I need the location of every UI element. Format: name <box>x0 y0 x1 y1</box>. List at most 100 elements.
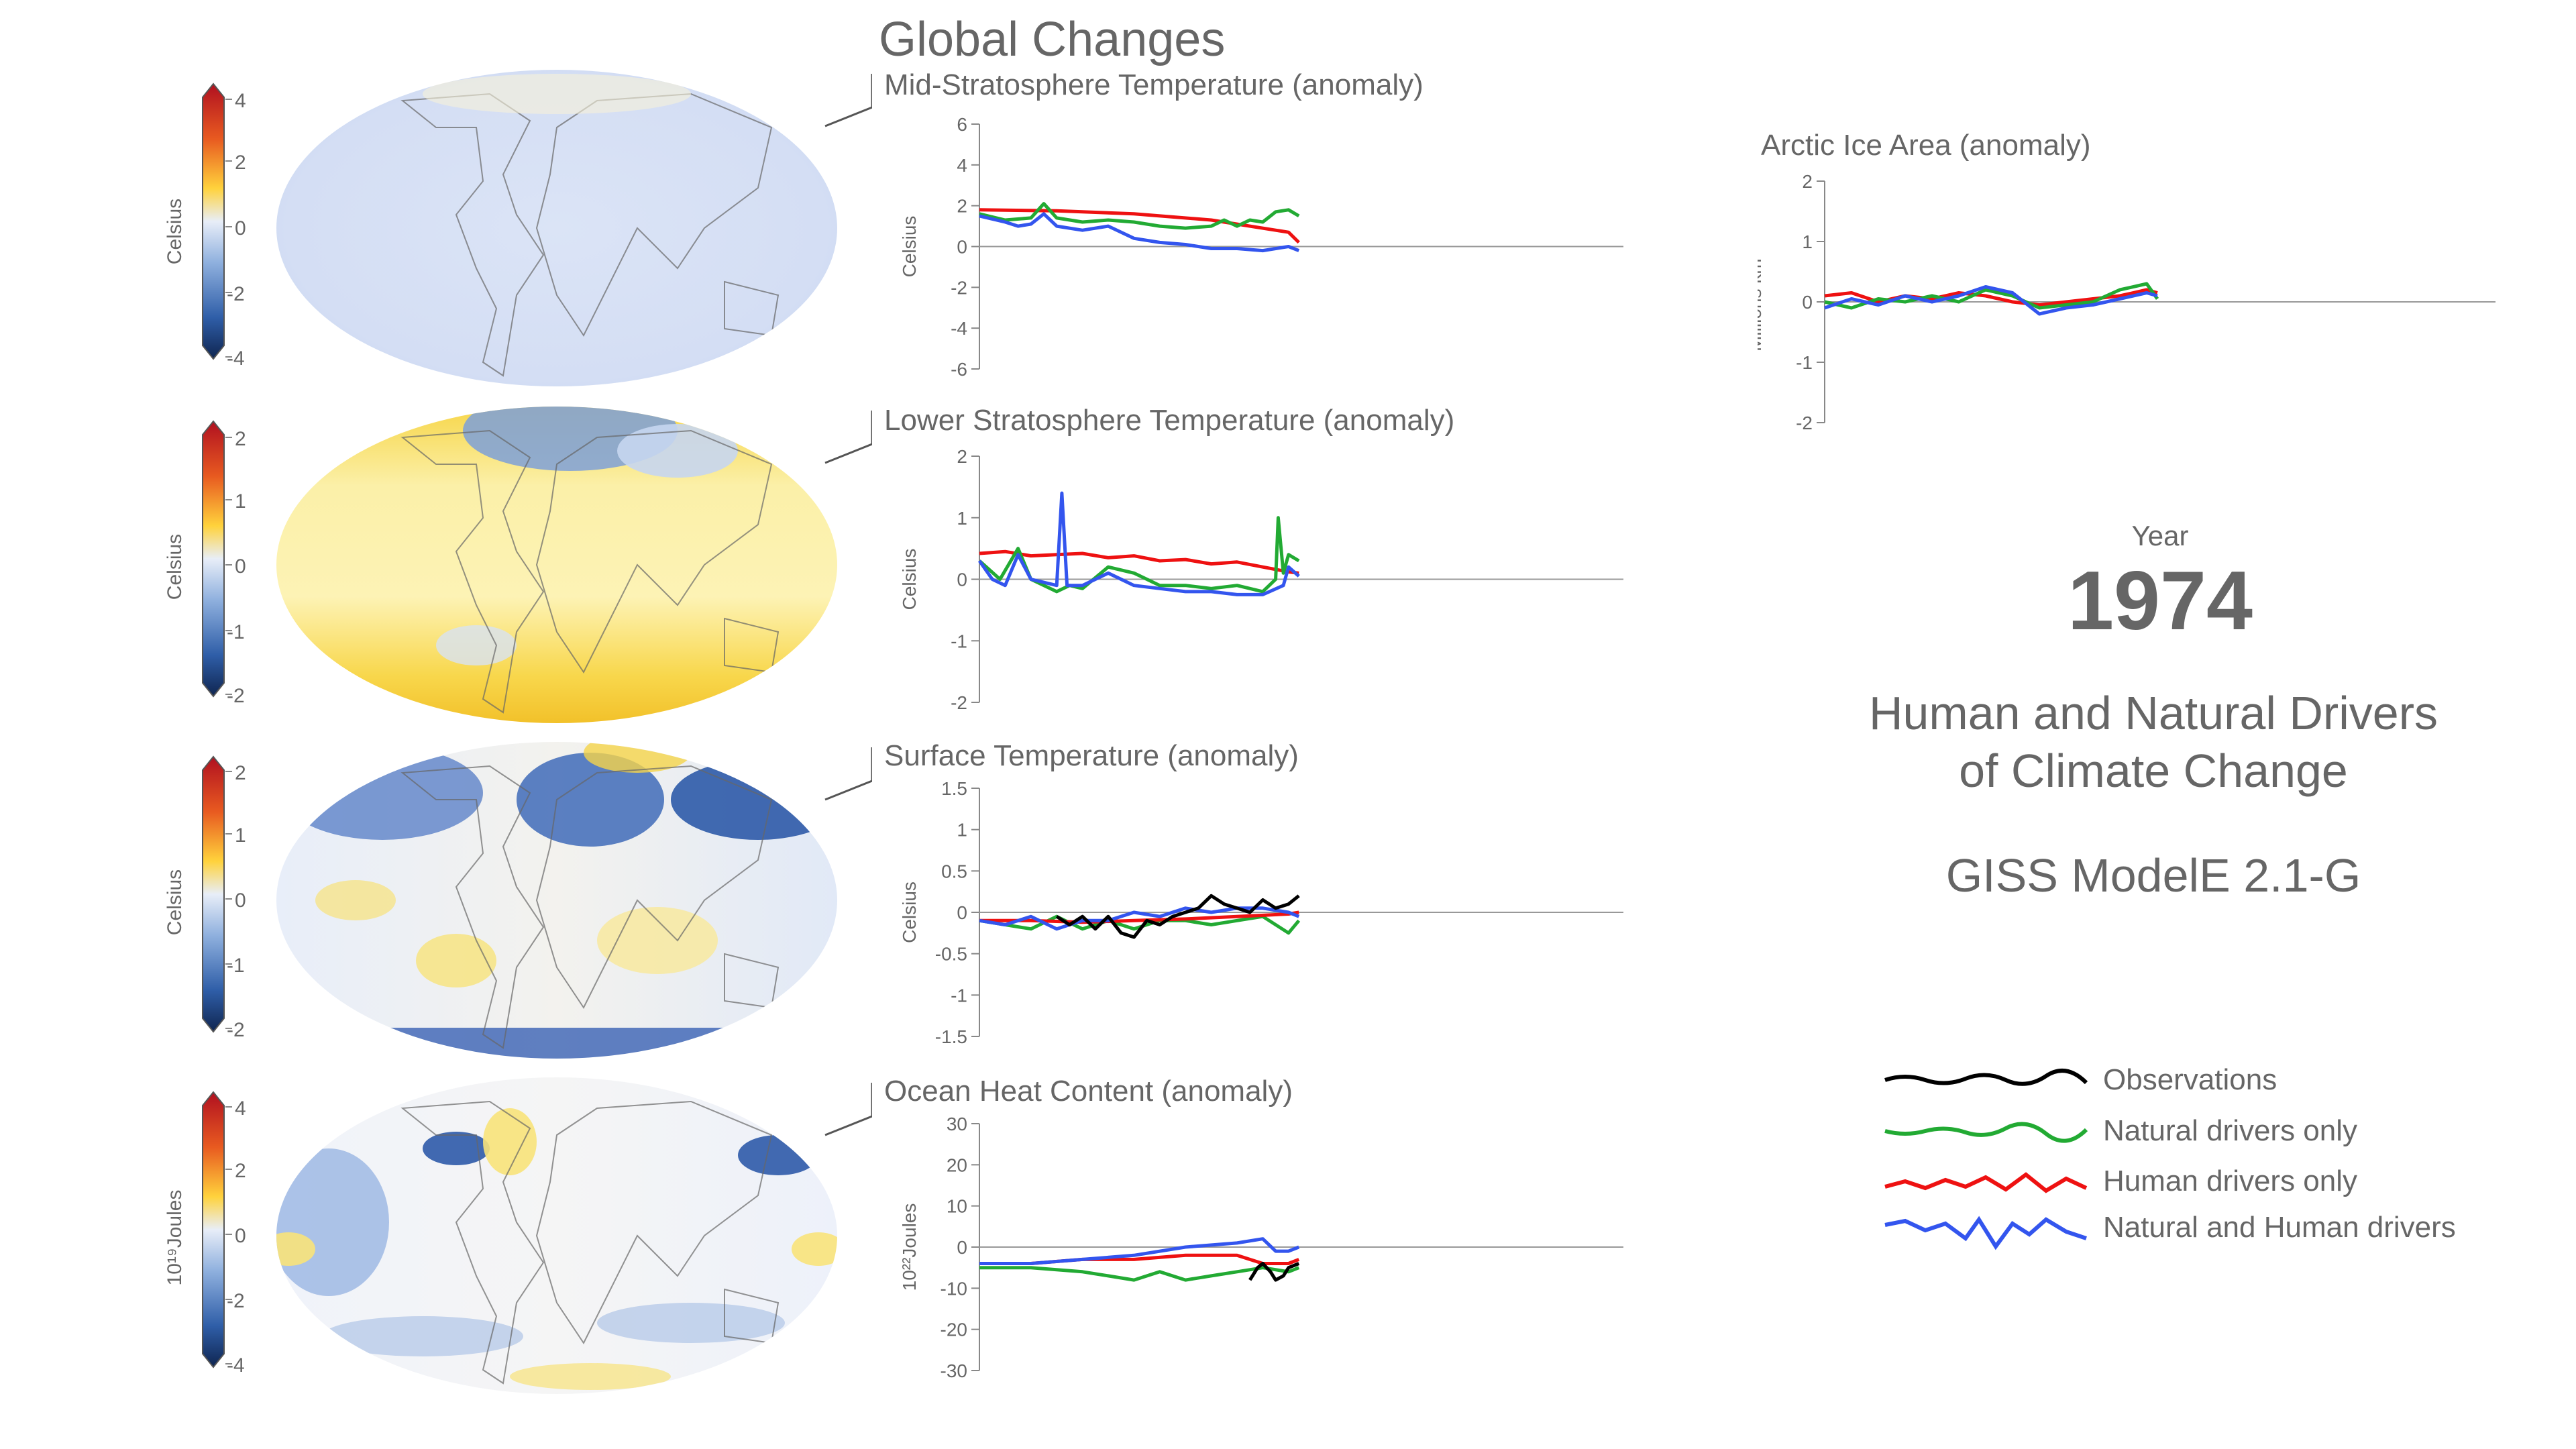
chart-title-lower-stratosphere: Lower Stratosphere Temperature (anomaly) <box>884 404 1455 437</box>
colorbar-4-tick: 0 <box>235 1225 246 1247</box>
surface-temperature-map <box>276 742 837 1059</box>
y-tick-label: 0.5 <box>941 861 967 881</box>
model-name: GISS ModelE 2.1-G <box>1945 849 2361 902</box>
legend-label: Human drivers only <box>2103 1165 2358 1197</box>
y-tick-label: -4 <box>951 318 967 339</box>
colorbar-1-tick: 0 <box>235 217 246 239</box>
y-tick-label: -2 <box>951 277 967 298</box>
year-value: 1974 <box>2068 555 2253 647</box>
y-tick-label: 0 <box>957 570 967 590</box>
page-title: Global Changes <box>879 13 1226 66</box>
y-tick-label: 0 <box>957 237 967 258</box>
subtitle: Human and Natural Drivers of Climate Cha… <box>1811 684 2496 800</box>
y-tick-label: 20 <box>947 1155 967 1175</box>
year-label: Year <box>2131 520 2189 551</box>
legend-label: Natural drivers only <box>2103 1114 2358 1147</box>
connector-line <box>824 747 872 801</box>
series-line-both <box>979 1237 1300 1265</box>
y-tick-label: -1 <box>1796 352 1813 373</box>
y-tick-label: 6 <box>957 114 967 135</box>
colorbar-3-tick: -1 <box>227 955 245 977</box>
y-axis-label: Celsius <box>899 549 920 610</box>
colorbar-1-label: Celsius <box>164 199 186 264</box>
colorbar-2-tick: 2 <box>235 428 246 450</box>
y-tick-label: 1 <box>957 820 967 841</box>
legend-swatch-natural <box>1884 1122 2088 1143</box>
series-line-natural <box>979 202 1300 230</box>
legend-swatch-both <box>1884 1216 2087 1250</box>
colorbar-3-label: Celsius <box>164 869 186 935</box>
chart-surface-temperature: 1.5 1 0.5 0 -0.5 -1 -1.5 Celsius <box>899 778 1623 1047</box>
ocean-heat-content-map <box>276 1077 837 1394</box>
subtitle-line-1: Human and Natural Drivers <box>1868 687 2438 739</box>
y-tick-label: -30 <box>941 1360 967 1381</box>
chart-mid-stratosphere: 6 4 2 0 -2 -4 -6 Celsius <box>899 114 1623 380</box>
y-axis-label: Celsius <box>899 216 920 278</box>
y-tick-label: 0 <box>957 902 967 923</box>
y-tick-label: -1.5 <box>935 1026 967 1047</box>
y-tick-label: 0 <box>957 1237 967 1258</box>
colorbar-2-label: Celsius <box>164 534 186 600</box>
connector-line <box>824 1083 872 1136</box>
chart-title-surface-temperature: Surface Temperature (anomaly) <box>884 739 1299 772</box>
maps-layer: 4 2 0 -2 -4 Celsius 2 1 0 -1 -2 Celsius … <box>164 70 872 1394</box>
y-tick-label: 10 <box>947 1196 967 1217</box>
legend-swatch-observations <box>1884 1069 2088 1086</box>
y-tick-label: 2 <box>1802 171 1813 192</box>
series-line-both <box>979 906 1300 931</box>
series-line-natural <box>1824 282 2159 310</box>
y-tick-label: -6 <box>951 359 967 380</box>
series-line-observations <box>1055 894 1300 939</box>
chart-title-arctic-ice-area: Arctic Ice Area (anomaly) <box>1761 129 2091 162</box>
colorbar-1: 4 2 0 -2 -4 Celsius <box>164 83 246 370</box>
y-tick-label: -2 <box>951 692 967 713</box>
series-line-human <box>979 549 1299 575</box>
y-tick-label: 2 <box>957 446 967 467</box>
y-tick-label: 1 <box>957 508 967 529</box>
colorbar-2-tick: -1 <box>227 621 245 643</box>
colorbar-4-tick: -2 <box>227 1290 245 1312</box>
series-line-observations <box>1248 1262 1300 1282</box>
colorbar-4: 4 2 0 -2 -4 10¹⁹Joules <box>164 1091 246 1377</box>
y-tick-label: 30 <box>947 1114 967 1134</box>
connector-line <box>824 411 872 464</box>
chart-arctic-ice-area: 2 1 0 -1 -2 Millions km² <box>1758 171 2496 433</box>
subtitle-line-2: of Climate Change <box>1959 745 2348 797</box>
series-line-both <box>1824 285 2158 316</box>
colorbar-1-tick: -2 <box>227 283 245 305</box>
connector-line <box>824 74 872 127</box>
legend-swatch-human <box>1884 1172 2088 1193</box>
series-line-both <box>977 491 1300 596</box>
y-tick-label: -20 <box>941 1320 967 1340</box>
legend-label: Natural and Human drivers <box>2103 1211 2456 1244</box>
y-tick-label: -1 <box>951 985 967 1006</box>
y-tick-label: 0 <box>1802 292 1813 313</box>
colorbar-4-tick: -4 <box>227 1354 245 1377</box>
y-tick-label: -10 <box>941 1278 967 1299</box>
colorbar-3: 2 1 0 -1 -2 Celsius <box>164 755 246 1041</box>
series-line-both <box>979 212 1300 253</box>
y-axis-label: 10²²Joules <box>899 1203 920 1291</box>
colorbar-2-tick: 0 <box>235 555 246 578</box>
legend-label: Observations <box>2103 1063 2277 1096</box>
y-tick-label: 4 <box>957 155 967 176</box>
series-line-human <box>979 208 1300 244</box>
y-tick-label: -0.5 <box>935 944 967 965</box>
colorbar-2: 2 1 0 -1 -2 Celsius <box>164 420 246 707</box>
y-axis-label: Millions km² <box>1758 252 1765 352</box>
mid-stratosphere-map <box>276 70 837 386</box>
chart-title-mid-stratosphere: Mid-Stratosphere Temperature (anomaly) <box>884 68 1424 101</box>
colorbar-3-tick: 2 <box>235 762 246 784</box>
colorbar-3-tick: -2 <box>227 1019 245 1041</box>
colorbar-2-tick: 1 <box>235 490 246 513</box>
y-tick-label: -1 <box>951 631 967 651</box>
y-tick-label: 2 <box>957 196 967 217</box>
colorbar-1-tick: 2 <box>235 152 246 174</box>
lower-stratosphere-map <box>276 407 837 723</box>
chart-ocean-heat-content: 30 20 10 0 -10 -20 -30 10²²Joules <box>899 1114 1623 1381</box>
series-line-natural <box>979 914 1301 935</box>
chart-title-ocean-heat-content: Ocean Heat Content (anomaly) <box>884 1075 1293 1108</box>
y-tick-label: 1 <box>1802 231 1813 252</box>
colorbar-1-tick: -4 <box>227 347 245 370</box>
colorbar-3-tick: 0 <box>235 890 246 912</box>
